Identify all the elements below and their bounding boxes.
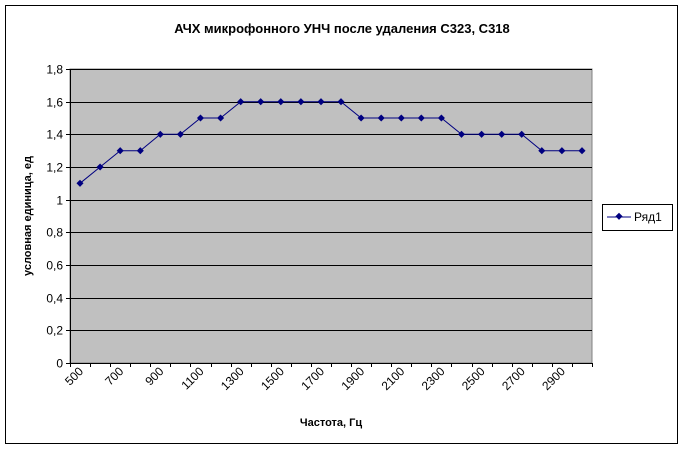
data-point <box>257 98 265 106</box>
data-point <box>377 114 385 122</box>
y-tick-label: 1,4 <box>46 128 63 142</box>
x-axis-title: Частота, Гц <box>300 417 363 429</box>
data-point <box>277 98 285 106</box>
y-tick-label: 0,4 <box>46 292 63 306</box>
y-tick-label: 0,2 <box>46 324 63 338</box>
data-point <box>417 114 425 122</box>
data-point <box>538 147 546 155</box>
legend: Ряд1 <box>602 204 673 231</box>
data-point <box>196 114 205 122</box>
data-point <box>397 114 405 122</box>
y-tick-label: 1 <box>56 194 63 208</box>
series-layer <box>76 98 586 187</box>
data-point <box>457 130 466 138</box>
data-point <box>578 147 586 155</box>
data-point <box>498 130 506 138</box>
data-point <box>176 130 184 138</box>
data-point <box>297 98 305 106</box>
y-tick-label: 1,2 <box>46 161 63 175</box>
data-point <box>156 130 164 138</box>
data-point <box>337 98 345 106</box>
data-point <box>518 130 526 138</box>
data-point <box>116 147 124 155</box>
legend-marker <box>615 212 623 220</box>
data-point <box>478 130 486 138</box>
data-point <box>317 98 325 106</box>
y-tick-label: 0 <box>56 357 63 371</box>
y-tick-label: 0,6 <box>46 259 63 273</box>
plot-area <box>69 68 593 364</box>
data-point <box>96 163 104 171</box>
chart-title: АЧХ микрофонного УНЧ после удаления C323… <box>174 21 510 36</box>
y-tick-label: 1,6 <box>46 96 63 110</box>
data-point <box>437 114 445 122</box>
data-point <box>558 147 566 155</box>
y-axis-title: условная единица, ед <box>22 156 34 276</box>
data-point <box>357 114 365 122</box>
data-point <box>136 147 144 155</box>
y-tick-label: 0,8 <box>46 226 63 240</box>
data-point <box>76 179 84 187</box>
legend-label: Ряд1 <box>634 210 662 224</box>
y-axis-ticks: 0 0,2 0,4 0,6 0,8 1 1,2 1,4 1,6 1,8 <box>46 63 71 371</box>
y-tick-label: 1,8 <box>46 63 63 77</box>
data-point <box>237 98 245 106</box>
data-point <box>217 114 225 122</box>
